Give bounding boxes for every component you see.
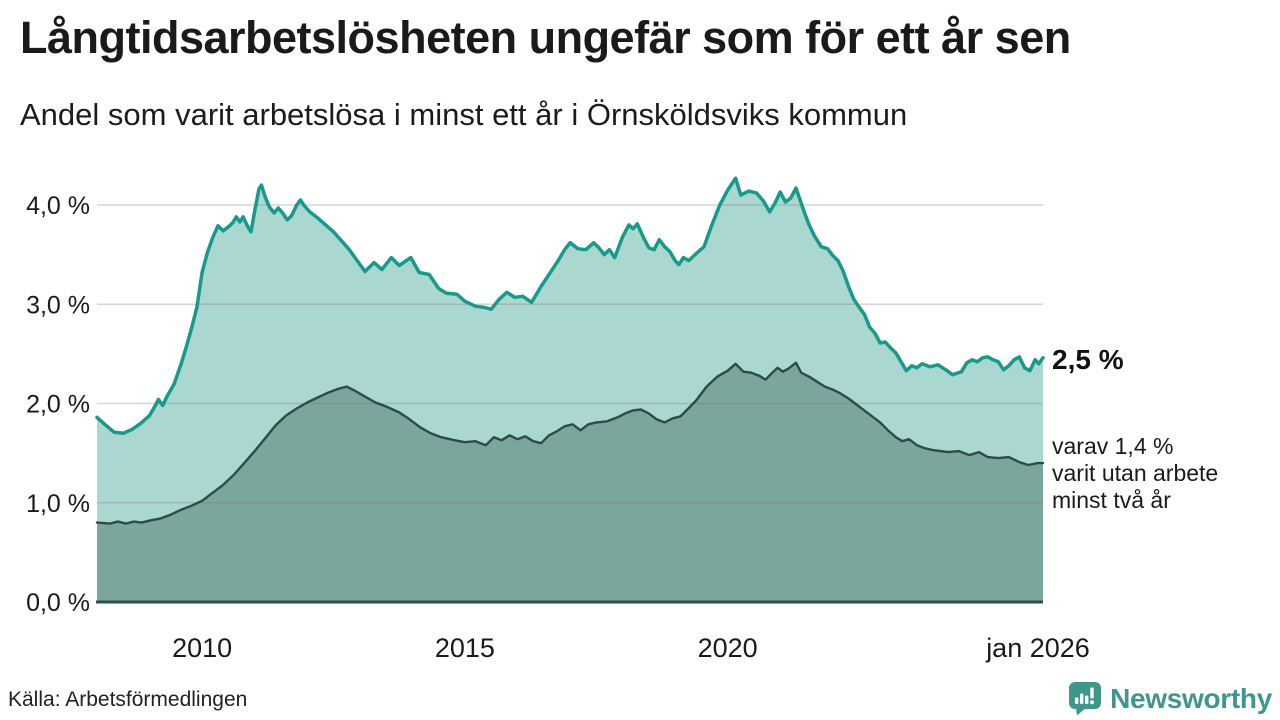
source-caption: Källa: Arbetsförmedlingen <box>8 688 248 711</box>
x-tick-label: jan 2026 <box>985 633 1090 663</box>
newsworthy-logo: Newsworthy <box>1068 681 1272 716</box>
newsworthy-wordmark: Newsworthy <box>1110 682 1272 714</box>
y-tick-label: 3,0 % <box>26 291 90 319</box>
x-tick-label: 2015 <box>435 633 495 663</box>
page-title: Långtidsarbetslösheten ungefär som för e… <box>20 12 1071 63</box>
series-line-0 <box>95 176 1045 436</box>
y-tick-label: 4,0 % <box>26 192 90 220</box>
two-year-note: varav 1,4 % varit utan arbete minst två … <box>1052 433 1218 514</box>
x-tick-label: 2020 <box>698 633 758 663</box>
latest-value-label: 2,5 % <box>1052 344 1124 375</box>
newsworthy-icon <box>1069 682 1102 716</box>
note-line: varit utan arbete <box>1052 460 1219 486</box>
y-tick-label: 0,0 % <box>26 589 90 617</box>
y-tick-label: 2,0 % <box>26 391 90 419</box>
series-line-1 <box>95 361 1045 525</box>
series-area-1 <box>97 362 1043 602</box>
x-tick-label: 2010 <box>172 633 232 663</box>
y-tick-label: 1,0 % <box>26 490 90 518</box>
chart-subtitle: Andel som varit arbetslösa i minst ett å… <box>20 97 908 132</box>
note-line: varav 1,4 % <box>1052 433 1174 459</box>
note-line: minst två år <box>1052 487 1171 513</box>
